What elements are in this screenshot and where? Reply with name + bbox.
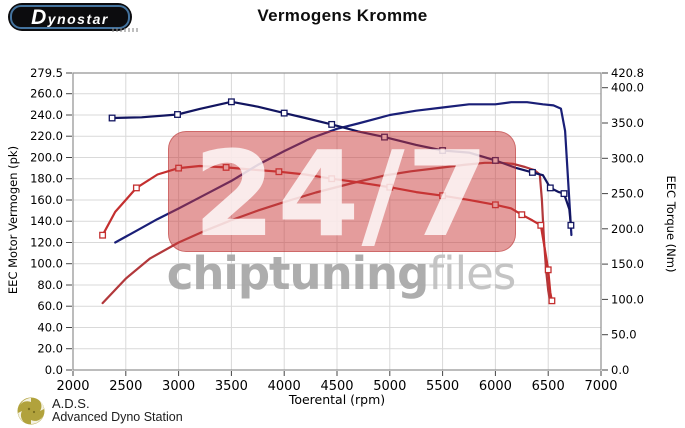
svg-text:400.0: 400.0 bbox=[611, 81, 644, 95]
dynostar-logo-text: Dynostar bbox=[31, 5, 109, 29]
dynostar-logo: Dynostar bbox=[8, 3, 132, 31]
axis-ticks bbox=[66, 72, 608, 376]
svg-text:20.0: 20.0 bbox=[37, 342, 63, 356]
svg-text:3500: 3500 bbox=[215, 379, 248, 394]
svg-text:0.0: 0.0 bbox=[45, 363, 63, 377]
svg-text:220.0: 220.0 bbox=[30, 129, 63, 143]
svg-text:6500: 6500 bbox=[532, 379, 565, 394]
svg-text:6000: 6000 bbox=[479, 379, 512, 394]
svg-text:240.0: 240.0 bbox=[30, 108, 63, 122]
ads-name: Advanced Dyno Station bbox=[52, 410, 183, 424]
right-axis-label: EEC Torque (Nm) bbox=[664, 175, 678, 273]
svg-text:80.0: 80.0 bbox=[37, 278, 63, 292]
ads-abbr: A.D.S. bbox=[52, 396, 90, 411]
svg-text:3000: 3000 bbox=[162, 379, 195, 394]
plot-frame bbox=[72, 72, 602, 371]
svg-text:60.0: 60.0 bbox=[37, 299, 63, 313]
x-axis-label: Toerental (rpm) bbox=[288, 392, 386, 407]
svg-text:4000: 4000 bbox=[268, 379, 301, 394]
svg-text:0.0: 0.0 bbox=[611, 363, 629, 377]
series-red-power bbox=[101, 161, 551, 305]
svg-text:2000: 2000 bbox=[56, 379, 89, 394]
svg-text:200.0: 200.0 bbox=[611, 222, 644, 236]
svg-text:4500: 4500 bbox=[320, 379, 353, 394]
svg-text:300.0: 300.0 bbox=[611, 151, 644, 165]
svg-text:260.0: 260.0 bbox=[30, 87, 63, 101]
svg-text:5000: 5000 bbox=[373, 379, 406, 394]
logo-fine-print bbox=[112, 28, 140, 32]
svg-text:2500: 2500 bbox=[109, 379, 142, 394]
axis-tick-labels: 279.5 260.0 240.0 220.0 200.0 180.0 160.0 140.0… bbox=[30, 66, 644, 394]
series-red-torque bbox=[99, 163, 556, 305]
svg-text:160.0: 160.0 bbox=[30, 193, 63, 207]
svg-text:50.0: 50.0 bbox=[611, 328, 637, 342]
svg-text:180.0: 180.0 bbox=[30, 172, 63, 186]
svg-text:250.0: 250.0 bbox=[611, 187, 644, 201]
svg-text:279.5: 279.5 bbox=[30, 66, 63, 80]
svg-text:420.8: 420.8 bbox=[611, 66, 644, 80]
svg-text:40.0: 40.0 bbox=[37, 321, 63, 335]
svg-text:150.0: 150.0 bbox=[611, 257, 644, 271]
svg-text:100.0: 100.0 bbox=[30, 257, 63, 271]
ads-swirl-icon bbox=[17, 397, 45, 425]
svg-text:100.0: 100.0 bbox=[611, 292, 644, 306]
chart-title: Vermogens Kromme bbox=[257, 6, 428, 25]
svg-text:140.0: 140.0 bbox=[30, 214, 63, 228]
svg-text:120.0: 120.0 bbox=[30, 236, 63, 250]
svg-text:350.0: 350.0 bbox=[611, 116, 644, 130]
svg-text:200.0: 200.0 bbox=[30, 151, 63, 165]
svg-text:7000: 7000 bbox=[584, 379, 617, 394]
left-axis-label: EEC Motor Vermogen (pk) bbox=[6, 145, 20, 295]
svg-text:5500: 5500 bbox=[426, 379, 459, 394]
